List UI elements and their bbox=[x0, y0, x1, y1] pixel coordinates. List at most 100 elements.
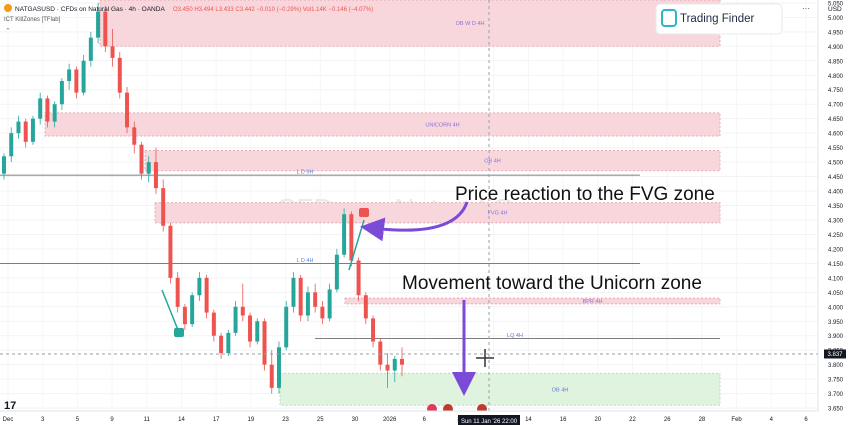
candle-body bbox=[139, 144, 144, 174]
demand-zone bbox=[279, 372, 721, 406]
fvg-annotation: Price reaction to the FVG zone bbox=[455, 184, 715, 205]
crosshair-cursor-icon bbox=[476, 349, 494, 367]
collapse-icon: ⌃ bbox=[5, 27, 11, 35]
candle-body bbox=[363, 295, 368, 319]
price-tick-label: 4.550 bbox=[828, 146, 844, 152]
price-tick-label: 4.350 bbox=[828, 204, 844, 210]
zone-label: UNICORN 4H bbox=[425, 122, 459, 128]
time-ticks: Dec3591114171923253020266812141620222628… bbox=[3, 417, 809, 423]
candle-body bbox=[262, 321, 267, 365]
price-tick-label: 4.100 bbox=[828, 276, 844, 282]
zone-label: OB 4H bbox=[484, 159, 501, 165]
price-tick-label: 4.650 bbox=[828, 117, 844, 123]
time-tick-label: 28 bbox=[699, 417, 706, 423]
price-tick-label: 4.900 bbox=[828, 45, 844, 51]
candle-body bbox=[240, 306, 245, 316]
fvg-reaction-arrow bbox=[360, 201, 469, 242]
candle-body bbox=[269, 364, 274, 388]
candle-body bbox=[2, 156, 6, 174]
candle-body bbox=[190, 295, 195, 325]
price-tick-label: 4.050 bbox=[828, 291, 844, 297]
candle-body bbox=[45, 98, 50, 122]
candle-body bbox=[356, 260, 361, 296]
price-tick-label: 3.650 bbox=[828, 407, 844, 413]
candle-body bbox=[327, 289, 332, 319]
candle-body bbox=[88, 37, 93, 61]
supply-zone bbox=[144, 150, 721, 172]
brand-logo: Trading Finder bbox=[655, 3, 783, 35]
price-tick-label: 4.150 bbox=[828, 262, 844, 268]
price-tick-label: 4.850 bbox=[828, 59, 844, 65]
candle-body bbox=[342, 214, 347, 255]
candle-body bbox=[197, 277, 202, 296]
time-tick-label: 16 bbox=[560, 417, 567, 423]
candle-body bbox=[276, 347, 281, 388]
price-tick-label: 5.050 bbox=[828, 1, 844, 7]
time-tick-label: Feb bbox=[731, 417, 742, 423]
time-tick-label: 14 bbox=[525, 417, 532, 423]
candle-body bbox=[371, 318, 376, 342]
time-tick-label: 6 bbox=[804, 417, 808, 423]
more-icon[interactable]: ⋯ bbox=[802, 4, 810, 13]
candle-body bbox=[305, 292, 310, 316]
price-tick-label: 4.450 bbox=[828, 175, 844, 181]
levels: L D 9H L D 4H LQ 4H bbox=[0, 170, 720, 339]
candle-body bbox=[16, 121, 21, 134]
time-axis[interactable] bbox=[0, 411, 818, 425]
time-tick-label: 19 bbox=[248, 417, 255, 423]
candle-body bbox=[168, 225, 173, 278]
level-label: L D 9H bbox=[297, 170, 314, 176]
candle-body bbox=[117, 57, 122, 93]
zone-label: BPR 4H bbox=[583, 299, 603, 305]
zone-label: OB 4H bbox=[552, 387, 569, 393]
price-tick-label: 4.800 bbox=[828, 74, 844, 80]
price-tick-label: 3.900 bbox=[828, 334, 844, 340]
time-tick-label: 6 bbox=[423, 417, 427, 423]
candle-body bbox=[125, 92, 130, 128]
candle-body bbox=[132, 127, 137, 145]
symbol-line: NATGASUSD · CFDs on Natural Gas · 4h · O… bbox=[15, 6, 165, 13]
candle-body bbox=[67, 69, 72, 82]
candle-body bbox=[153, 162, 158, 189]
candle-body bbox=[334, 254, 339, 290]
time-tick-label: 20 bbox=[594, 417, 601, 423]
candle-body bbox=[38, 98, 43, 119]
zones: OB W D 4H UNICORN 4H OB 4H FVG 4H BPR 4H OB 4… bbox=[44, 0, 721, 406]
time-tick-label: 26 bbox=[664, 417, 671, 423]
candle-body bbox=[161, 188, 166, 226]
candle-body bbox=[385, 364, 390, 371]
candle-body bbox=[284, 306, 289, 348]
currency-label: USD bbox=[828, 6, 842, 13]
svg-text:3.837: 3.837 bbox=[827, 352, 843, 358]
svg-text:Sun 11 Jan '26 22:00: Sun 11 Jan '26 22:00 bbox=[461, 419, 518, 425]
price-tick-label: 3.750 bbox=[828, 378, 844, 384]
time-tick-label: 3 bbox=[41, 417, 45, 423]
price-tick-label: 4.600 bbox=[828, 132, 844, 138]
candle-body bbox=[378, 341, 383, 365]
candle-body bbox=[81, 60, 86, 93]
time-tick-label: 14 bbox=[178, 417, 185, 423]
time-tick-label: 23 bbox=[282, 417, 289, 423]
supply-zone bbox=[154, 202, 721, 224]
level-label: LQ 4H bbox=[507, 333, 523, 339]
time-tick-label: 11 bbox=[144, 417, 151, 423]
price-tick-label: 4.000 bbox=[828, 305, 844, 311]
candle-body bbox=[226, 332, 231, 354]
supply-zone bbox=[44, 112, 721, 137]
price-tick-label: 4.750 bbox=[828, 88, 844, 94]
candle-body bbox=[291, 277, 296, 307]
time-tick-label: 9 bbox=[110, 417, 114, 423]
trading-finder-icon bbox=[661, 9, 677, 27]
candle-body bbox=[298, 277, 303, 316]
tv-logo-icon[interactable]: 17 bbox=[4, 400, 16, 412]
price-ticks: 5.050 5.000 4.950 4.900 4.850 4.800 4.750 4.700… bbox=[828, 1, 844, 412]
crosshair-time-label: Sun 11 Jan '26 22:00 bbox=[458, 415, 520, 425]
candle-body bbox=[175, 277, 180, 307]
candle-body bbox=[255, 321, 260, 342]
candles bbox=[2, 2, 404, 394]
candle-body bbox=[204, 277, 209, 313]
price-tick-label: 3.700 bbox=[828, 392, 844, 398]
price-tick-label: 4.250 bbox=[828, 233, 844, 239]
time-tick-label: 25 bbox=[317, 417, 324, 423]
